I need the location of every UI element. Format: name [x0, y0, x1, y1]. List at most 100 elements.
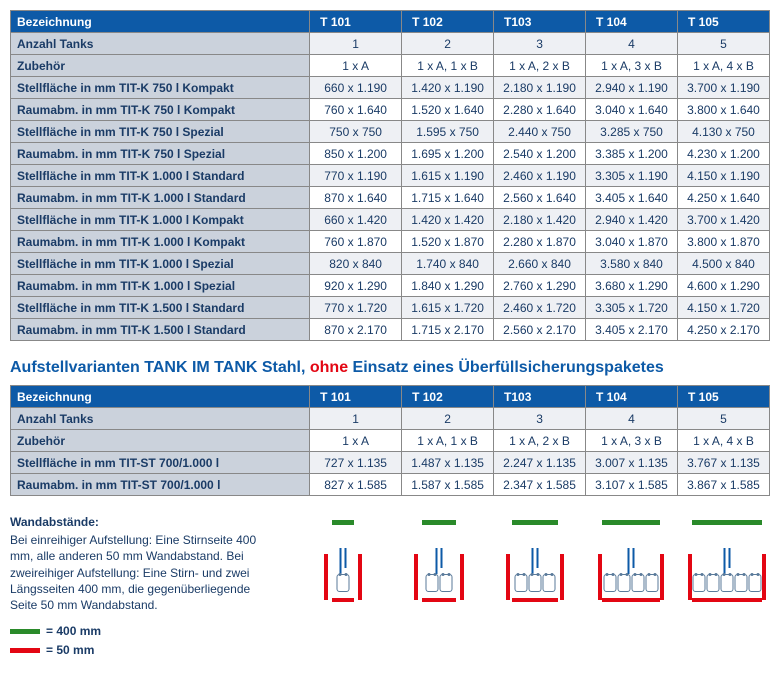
- tank-icon: [721, 574, 734, 592]
- tank-icon: [632, 574, 645, 592]
- cell-value: 2.460 x 1.720: [494, 297, 586, 319]
- cell-value: 770 x 1.720: [310, 297, 402, 319]
- stems: [724, 548, 731, 574]
- stems: [340, 548, 347, 574]
- cell-value: 3: [494, 33, 586, 55]
- cell-value: 1 x A: [310, 55, 402, 77]
- cell-value: 850 x 1.200: [310, 143, 402, 165]
- cell-value: 3.700 x 1.190: [677, 77, 769, 99]
- table-1: BezeichnungT 101T 102T103T 104T 105Anzah…: [10, 10, 770, 341]
- section-title-ohne: ohne: [310, 359, 348, 376]
- tank-icon: [618, 574, 631, 592]
- stem-icon: [340, 548, 342, 574]
- row-label: Raumabm. in mm TIT-K 750 l Spezial: [11, 143, 310, 165]
- cell-value: 5: [677, 408, 769, 430]
- tank-icon: [646, 574, 659, 592]
- stem-icon: [441, 548, 443, 568]
- cell-value: 3.405 x 2.170: [586, 319, 678, 341]
- cell-value: 1.840 x 1.290: [402, 275, 494, 297]
- cell-value: 3.700 x 1.420: [677, 209, 769, 231]
- red-bottom-icon: [512, 598, 558, 602]
- row-label: Stellfläche in mm TIT-K 1.000 l Kompakt: [11, 209, 310, 231]
- tank-icon: [735, 574, 748, 592]
- cell-value: 1 x A, 3 x B: [586, 55, 678, 77]
- cell-value: 770 x 1.190: [310, 165, 402, 187]
- tank-icon: [515, 574, 528, 592]
- cell-value: 1.520 x 1.870: [402, 231, 494, 253]
- cell-value: 1 x A: [310, 430, 402, 452]
- tank-diagram: [300, 514, 386, 604]
- cell-value: 2: [402, 408, 494, 430]
- swatch-green-icon: [10, 629, 40, 634]
- green-bar-icon: [332, 520, 354, 525]
- red-right-icon: [460, 554, 464, 600]
- red-left-icon: [506, 554, 510, 600]
- stem-icon: [729, 548, 731, 568]
- col-header: T 104: [586, 11, 678, 33]
- green-bar-icon: [422, 520, 456, 525]
- red-right-icon: [660, 554, 664, 600]
- cell-value: 4.230 x 1.200: [677, 143, 769, 165]
- tank-icon: [604, 574, 617, 592]
- cell-value: 660 x 1.190: [310, 77, 402, 99]
- bottom-section: Wandabstände: Bei einreihiger Aufstellun…: [10, 514, 770, 659]
- legend-red: = 50 mm: [10, 642, 280, 658]
- row-label: Stellfläche in mm TIT-K 1.500 l Standard: [11, 297, 310, 319]
- tank-icon: [440, 574, 453, 592]
- tank-icon: [337, 574, 350, 592]
- cell-value: 3.767 x 1.135: [677, 452, 769, 474]
- cell-value: 1 x A, 3 x B: [586, 430, 678, 452]
- cell-value: 2.440 x 750: [494, 121, 586, 143]
- row-label: Zubehör: [11, 430, 310, 452]
- tank-icon: [693, 574, 706, 592]
- cell-value: 870 x 2.170: [310, 319, 402, 341]
- cell-value: 2.540 x 1.200: [494, 143, 586, 165]
- cell-value: 3.107 x 1.585: [586, 474, 678, 496]
- cell-value: 3.285 x 750: [586, 121, 678, 143]
- red-bottom-icon: [332, 598, 354, 602]
- cell-value: 3.580 x 840: [586, 253, 678, 275]
- cell-value: 2.460 x 1.190: [494, 165, 586, 187]
- green-bar-icon: [602, 520, 660, 525]
- cell-value: 760 x 1.870: [310, 231, 402, 253]
- cell-value: 3.305 x 1.190: [586, 165, 678, 187]
- cell-value: 2.940 x 1.190: [586, 77, 678, 99]
- cell-value: 4.150 x 1.720: [677, 297, 769, 319]
- col-header: T103: [494, 11, 586, 33]
- cell-value: 2.180 x 1.420: [494, 209, 586, 231]
- legend-green: = 400 mm: [10, 623, 280, 639]
- diagrams: [300, 514, 770, 604]
- cell-value: 1: [310, 33, 402, 55]
- row-label: Raumabm. in mm TIT-ST 700/1.000 l: [11, 474, 310, 496]
- stems: [532, 548, 539, 574]
- wall-distances: Wandabstände: Bei einreihiger Aufstellun…: [10, 514, 280, 659]
- wall-text: Bei einreihiger Aufstellung: Eine Stirns…: [10, 532, 280, 613]
- cell-value: 1.740 x 840: [402, 253, 494, 275]
- cell-value: 4.600 x 1.290: [677, 275, 769, 297]
- cell-value: 1.695 x 1.200: [402, 143, 494, 165]
- cell-value: 1.487 x 1.135: [402, 452, 494, 474]
- cell-value: 1 x A, 4 x B: [677, 430, 769, 452]
- col-header: T 105: [677, 386, 769, 408]
- stem-icon: [345, 548, 347, 568]
- cell-value: 4.250 x 1.640: [677, 187, 769, 209]
- cell-value: 827 x 1.585: [310, 474, 402, 496]
- col-header: T 102: [402, 386, 494, 408]
- legend-red-label: = 50 mm: [46, 642, 94, 658]
- cell-value: 3.305 x 1.720: [586, 297, 678, 319]
- cell-value: 3.800 x 1.640: [677, 99, 769, 121]
- row-label: Zubehör: [11, 55, 310, 77]
- table-2: BezeichnungT 101T 102T103T 104T 105Anzah…: [10, 385, 770, 496]
- tanks-row: [337, 574, 350, 592]
- row-label: Stellfläche in mm TIT-ST 700/1.000 l: [11, 452, 310, 474]
- cell-value: 3.385 x 1.200: [586, 143, 678, 165]
- stem-icon: [537, 548, 539, 568]
- red-left-icon: [324, 554, 328, 600]
- cell-value: 1.615 x 1.190: [402, 165, 494, 187]
- cell-value: 2.280 x 1.640: [494, 99, 586, 121]
- cell-value: 4: [586, 33, 678, 55]
- red-bottom-icon: [422, 598, 456, 602]
- stem-icon: [633, 548, 635, 568]
- cell-value: 1.587 x 1.585: [402, 474, 494, 496]
- cell-value: 2.560 x 2.170: [494, 319, 586, 341]
